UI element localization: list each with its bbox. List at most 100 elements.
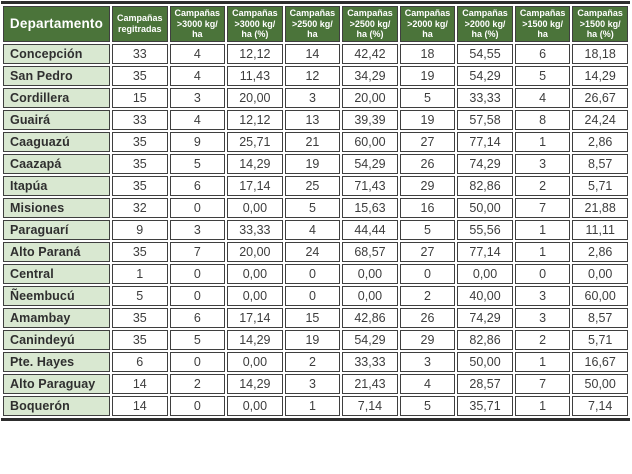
value-cell: 13 [284,110,341,130]
department-cell: Cordillera [3,88,110,108]
campaigns-by-department-table: Departamento Campañas regitradas Campañas >3… [1,4,630,418]
value-cell: 5 [112,286,168,306]
value-cell: 2 [169,374,226,394]
value-cell: 7 [514,198,571,218]
value-cell: 3 [284,374,341,394]
table-header: Departamento Campañas regitradas Campañas >3… [3,6,628,42]
value-cell: 5,71 [572,176,628,196]
value-cell: 0,00 [457,264,513,284]
value-cell: 14,29 [227,154,283,174]
table-row: Boquerón 14 0 0,00 1 7,14 5 35,71 1 7,14 [3,396,628,416]
value-cell: 16,67 [572,352,628,372]
value-cell: 7,14 [572,396,628,416]
value-cell: 0 [284,264,341,284]
value-cell: 33,33 [342,352,398,372]
value-cell: 14 [284,44,341,64]
value-cell: 33 [112,44,168,64]
department-cell: Canindeyú [3,330,110,350]
value-cell: 29 [399,330,456,350]
value-cell: 26 [399,154,456,174]
value-cell: 19 [399,66,456,86]
column-header: Campañas regitradas [112,6,168,42]
table-row: Caaguazú 35 9 25,71 21 60,00 27 77,14 1 2,86 [3,132,628,152]
value-cell: 20,00 [227,242,283,262]
table-row: Concepción 33 4 12,12 14 42,42 18 54,55 6 18,18 [3,44,628,64]
value-cell: 29 [399,176,456,196]
table-row: Guairá 33 4 12,12 13 39,39 19 57,58 8 24,24 [3,110,628,130]
value-cell: 3 [514,286,571,306]
value-cell: 21,88 [572,198,628,218]
column-header: Campañas >2000 kg/ha (%) [457,6,513,42]
value-cell: 5,71 [572,330,628,350]
value-cell: 35,71 [457,396,513,416]
value-cell: 35 [112,132,168,152]
value-cell: 74,29 [457,154,513,174]
table-body: Concepción 33 4 12,12 14 42,42 18 54,55 6 18,18 Sa… [3,44,628,416]
value-cell: 2 [399,286,456,306]
value-cell: 15,63 [342,198,398,218]
value-cell: 19 [284,330,341,350]
value-cell: 0,00 [227,198,283,218]
value-cell: 18 [399,44,456,64]
value-cell: 0,00 [572,264,628,284]
department-cell: Alto Paraná [3,242,110,262]
value-cell: 14,29 [227,330,283,350]
value-cell: 2 [284,352,341,372]
value-cell: 33,33 [457,88,513,108]
value-cell: 2,86 [572,132,628,152]
department-cell: Boquerón [3,396,110,416]
value-cell: 34,29 [342,66,398,86]
department-cell: San Pedro [3,66,110,86]
table-row: Itapúa 35 6 17,14 25 71,43 29 82,86 2 5,71 [3,176,628,196]
value-cell: 77,14 [457,242,513,262]
value-cell: 21,43 [342,374,398,394]
value-cell: 54,29 [342,330,398,350]
value-cell: 24 [284,242,341,262]
column-header: Campañas >1500 kg/ha (%) [572,6,628,42]
value-cell: 20,00 [342,88,398,108]
value-cell: 2 [514,176,571,196]
value-cell: 0 [169,286,226,306]
department-cell: Paraguarí [3,220,110,240]
department-cell: Pte. Hayes [3,352,110,372]
value-cell: 71,43 [342,176,398,196]
value-cell: 17,14 [227,176,283,196]
department-cell: Central [3,264,110,284]
value-cell: 1 [514,220,571,240]
value-cell: 16 [399,198,456,218]
value-cell: 50,00 [457,352,513,372]
value-cell: 0,00 [227,396,283,416]
value-cell: 33 [112,110,168,130]
value-cell: 6 [169,308,226,328]
value-cell: 12,12 [227,44,283,64]
value-cell: 26 [399,308,456,328]
value-cell: 15 [284,308,341,328]
value-cell: 42,42 [342,44,398,64]
value-cell: 0 [169,264,226,284]
value-cell: 1 [514,132,571,152]
value-cell: 7 [514,374,571,394]
value-cell: 19 [399,110,456,130]
value-cell: 54,55 [457,44,513,64]
value-cell: 54,29 [342,154,398,174]
value-cell: 35 [112,330,168,350]
value-cell: 35 [112,308,168,328]
value-cell: 20,00 [227,88,283,108]
value-cell: 0 [169,396,226,416]
value-cell: 12 [284,66,341,86]
department-cell: Concepción [3,44,110,64]
value-cell: 7,14 [342,396,398,416]
table-row: Alto Paraguay 14 2 14,29 3 21,43 4 28,57 7 50,00 [3,374,628,394]
value-cell: 14,29 [572,66,628,86]
department-cell: Alto Paraguay [3,374,110,394]
value-cell: 33,33 [227,220,283,240]
value-cell: 25,71 [227,132,283,152]
value-cell: 28,57 [457,374,513,394]
value-cell: 2 [514,330,571,350]
column-header: Campañas >1500 kg/ha [514,6,571,42]
value-cell: 12,12 [227,110,283,130]
value-cell: 26,67 [572,88,628,108]
value-cell: 35 [112,176,168,196]
value-cell: 5 [399,396,456,416]
value-cell: 82,86 [457,330,513,350]
